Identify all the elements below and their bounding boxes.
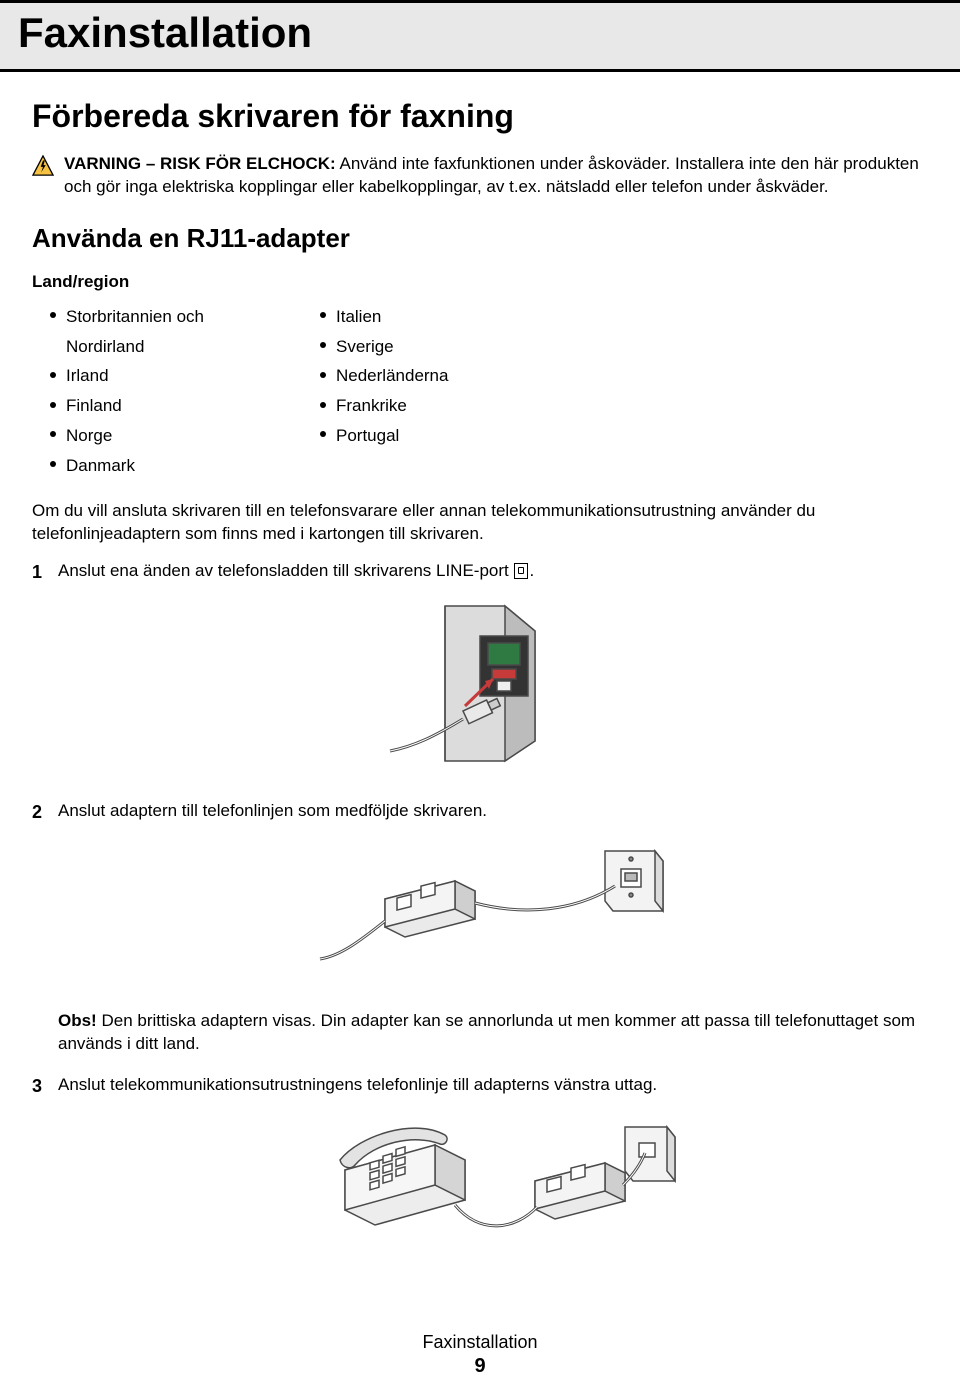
figure-3 — [58, 1115, 932, 1272]
country-item: Italien — [320, 302, 448, 332]
warning-block: VARNING – RISK FÖR ELCHOCK: Använd inte … — [32, 153, 932, 199]
country-item: Nederländerna — [320, 361, 448, 391]
content-area: Förbereda skrivaren för faxning VARNING … — [0, 98, 960, 1272]
line-port-icon — [514, 563, 528, 579]
figure-2 — [58, 841, 932, 988]
figure-1 — [58, 601, 932, 778]
warning-shock-icon — [32, 155, 54, 177]
land-region-label: Land/region — [32, 272, 932, 292]
obs-note: Obs! Den brittiska adaptern visas. Din a… — [58, 1010, 932, 1056]
country-item: Danmark — [50, 451, 282, 481]
steps-list: Anslut ena änden av telefonsladden till … — [32, 560, 932, 1272]
obs-bold: Obs! — [58, 1011, 97, 1030]
step-2-text: Anslut adaptern till telefonlinjen som m… — [58, 801, 487, 820]
country-item: Frankrike — [320, 391, 448, 421]
step-1: Anslut ena änden av telefonsladden till … — [32, 560, 932, 778]
country-item: Portugal — [320, 421, 448, 451]
figure-1-illustration — [385, 601, 605, 771]
step-1-text-prefix: Anslut ena änden av telefonsladden till … — [58, 561, 513, 580]
step-2: Anslut adaptern till telefonlinjen som m… — [32, 800, 932, 1056]
page-footer: Faxinstallation 9 — [0, 1332, 960, 1398]
page-number: 9 — [0, 1355, 960, 1378]
country-item: Irland — [50, 361, 282, 391]
country-list-col1: Storbritannien och Nordirland Irland Fin… — [32, 302, 282, 481]
section-heading: Förbereda skrivaren för faxning — [32, 98, 932, 135]
figure-3-illustration — [305, 1115, 685, 1265]
step-3-text: Anslut telekommunikationsutrustningens t… — [58, 1075, 657, 1094]
country-item: Norge — [50, 421, 282, 451]
footer-title: Faxinstallation — [0, 1332, 960, 1353]
figure-2-illustration — [315, 841, 675, 981]
step-3: Anslut telekommunikationsutrustningens t… — [32, 1074, 932, 1272]
country-columns: Storbritannien och Nordirland Irland Fin… — [32, 302, 932, 481]
subsection-heading: Använda en RJ11-adapter — [32, 223, 932, 254]
warning-text: VARNING – RISK FÖR ELCHOCK: Använd inte … — [64, 153, 932, 199]
warning-bold: VARNING – RISK FÖR ELCHOCK: — [64, 154, 336, 173]
country-item: Finland — [50, 391, 282, 421]
intro-paragraph: Om du vill ansluta skrivaren till en tel… — [32, 500, 932, 546]
obs-text: Den brittiska adaptern visas. Din adapte… — [58, 1011, 915, 1053]
step-1-text-suffix: . — [529, 561, 534, 580]
country-list-col2: Italien Sverige Nederländerna Frankrike … — [302, 302, 448, 481]
country-item: Storbritannien och Nordirland — [50, 302, 282, 362]
page-title: Faxinstallation — [18, 9, 942, 57]
country-item: Sverige — [320, 332, 448, 362]
title-band: Faxinstallation — [0, 0, 960, 72]
